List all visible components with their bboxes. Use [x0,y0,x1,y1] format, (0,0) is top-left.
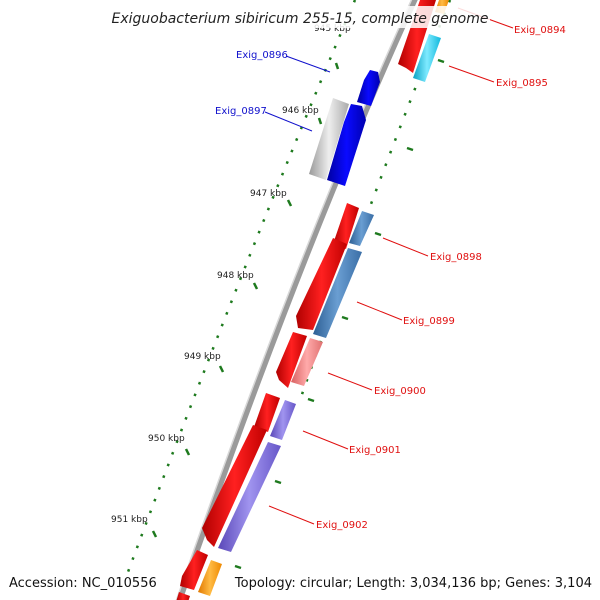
gene-arrow-exig-0895[interactable] [413,34,441,82]
accession-text: Accession: NC_010556 [9,576,157,591]
footer-backing-left [4,572,152,592]
gene-arrow-red-4[interactable] [254,393,280,432]
inner-ticks-right [234,58,445,570]
ruler-label-951: 951 kbp [111,515,148,525]
label-exig-0902[interactable]: Exig_0902 [316,520,368,531]
label-exig-0895[interactable]: Exig_0895 [496,78,548,89]
gene-arrow-red-2[interactable] [296,238,347,330]
ruler-label-949: 949 kbp [184,352,221,362]
ruler-label-947: 947 kbp [250,189,287,199]
inner-ticks-left [151,62,340,538]
topology-text: Topology: circular; Length: 3,034,136 bp… [234,576,592,591]
label-exig-0896[interactable]: Exig_0896 [236,50,288,61]
gene-arrow-orange-bottom[interactable] [198,560,222,596]
ruler-label-948: 948 kbp [217,271,254,281]
gene-arrow-red-5[interactable] [202,425,267,547]
ruler-label-946: 946 kbp [282,106,319,116]
genome-backbone-highlight [175,0,413,600]
label-exig-0897[interactable]: Exig_0897 [215,106,267,117]
gene-arrow-exig-0902[interactable] [218,442,281,552]
ruler-label-950: 950 kbp [148,434,185,444]
gene-arrow-exig-0901[interactable] [270,400,296,440]
ruler-label-945: 945 kbp [314,24,351,34]
label-exig-0900[interactable]: Exig_0900 [374,386,426,397]
gene-arrow-exig-0897[interactable] [327,104,366,186]
gene-arrow-red-1[interactable] [333,203,359,249]
gene-block-silver[interactable] [309,98,349,180]
gene-arrow-exig-0899[interactable] [313,248,362,338]
title-backing [110,6,490,28]
label-exig-0901[interactable]: Exig_0901 [349,445,401,456]
label-exig-0899[interactable]: Exig_0899 [403,316,455,327]
label-exig-0894[interactable]: Exig_0894 [514,25,566,36]
gene-arrow-exig-0896[interactable] [357,70,380,106]
gene-arrow-red-6[interactable] [180,550,208,590]
gene-arrow-red-7[interactable] [176,592,190,600]
map-title: Exiguobacterium sibiricum 255-15, comple… [111,11,488,27]
gene-arrow-red-3[interactable] [276,332,307,388]
gene-arrow-exig-0900[interactable] [291,338,323,386]
footer-backing-right [256,572,596,592]
label-exig-0898[interactable]: Exig_0898 [430,252,482,263]
gene-arrow-exig-0898[interactable] [349,211,374,246]
